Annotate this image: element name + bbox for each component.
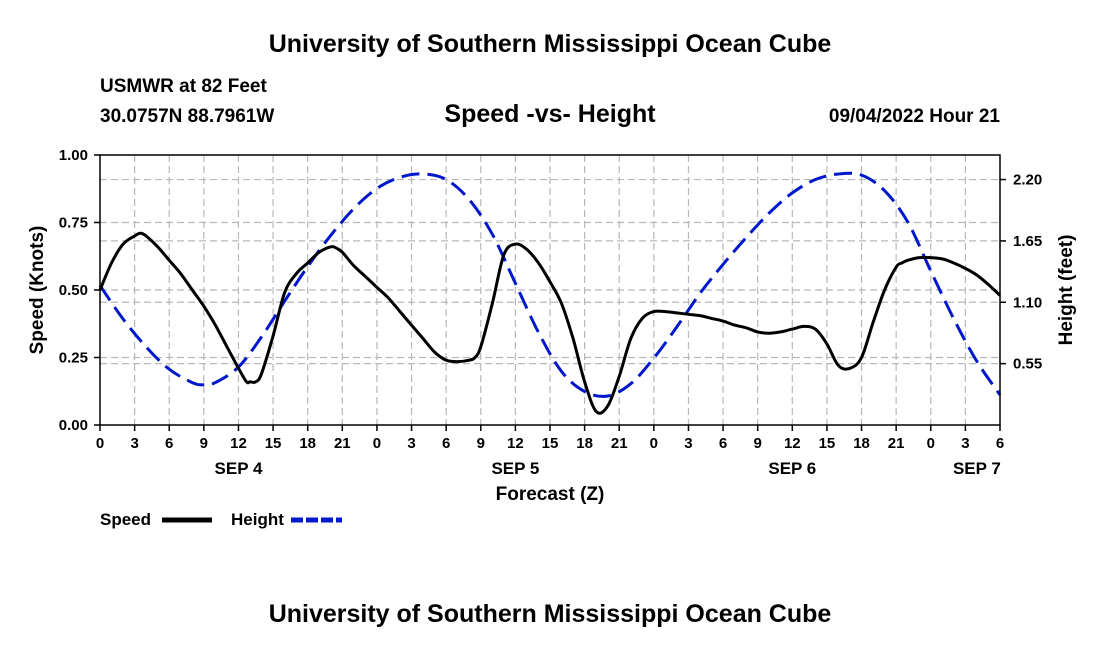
day-label: SEP 5	[491, 459, 539, 478]
x-tick-label: 0	[650, 435, 658, 452]
x-tick-label: 18	[853, 435, 870, 452]
x-tick-label: 9	[754, 435, 762, 452]
y-tick-label: 0.75	[59, 215, 88, 232]
y2-tick-label: 1.10	[1013, 294, 1042, 311]
x-tick-label: 15	[265, 435, 282, 452]
y2-tick-label: 2.20	[1013, 172, 1042, 189]
x-tick-label: 0	[927, 435, 935, 452]
legend-height-label: Height	[231, 510, 284, 529]
x-tick-label: 3	[684, 435, 692, 452]
x-tick-label: 21	[334, 435, 351, 452]
x-tick-label: 6	[442, 435, 450, 452]
grid	[100, 155, 1000, 425]
x-tick-label: 6	[165, 435, 173, 452]
legend-speed-label: Speed	[100, 510, 151, 529]
y-tick-label: 0.00	[59, 417, 88, 434]
x-tick-label: 9	[200, 435, 208, 452]
x-tick-label: 3	[407, 435, 415, 452]
legend: Speed Height	[100, 510, 342, 529]
x-tick-label: 3	[130, 435, 138, 452]
x-tick-label: 6	[996, 435, 1004, 452]
x-tick-label: 9	[477, 435, 485, 452]
y2-tick-label: 0.55	[1013, 356, 1042, 373]
speed-series-line	[98, 231, 1002, 415]
station-label: USMWR at 82 Feet	[100, 76, 267, 97]
y-tick-label: 1.00	[59, 147, 88, 164]
page-title: University of Southern Mississippi Ocean…	[268, 30, 832, 58]
x-tick-label: 12	[784, 435, 801, 452]
footer-title: University of Southern Mississippi Ocean…	[268, 600, 832, 628]
x-tick-label: 12	[230, 435, 247, 452]
x-tick-label: 6	[719, 435, 727, 452]
day-label: SEP 4	[215, 459, 263, 478]
x-tick-label: 12	[507, 435, 524, 452]
x-tick-label: 0	[373, 435, 381, 452]
x-tick-label: 21	[888, 435, 905, 452]
day-label: SEP 7	[953, 459, 1001, 478]
y2-axis-label: Height (feet)	[1056, 235, 1077, 346]
x-tick-label: 3	[961, 435, 969, 452]
series-layer	[98, 171, 1002, 415]
height-series-line	[98, 171, 1002, 398]
y-axis-label: Speed (Knots)	[27, 226, 48, 355]
tick-labels: 0 3 6 9 12 15 18 21 0 3 6 9 12 15 18 21 0 3 6 9 12 15 18 21 0 3 6 0…	[59, 147, 1042, 478]
x-axis-label: Forecast (Z)	[496, 484, 605, 505]
x-tick-label: 0	[96, 435, 104, 452]
x-tick-label: 15	[542, 435, 559, 452]
x-tick-label: 18	[299, 435, 316, 452]
x-tick-label: 21	[611, 435, 628, 452]
x-tick-label: 15	[819, 435, 836, 452]
chart-title: Speed -vs- Height	[444, 100, 656, 128]
speed-height-chart: 0 3 6 9 12 15 18 21 0 3 6 9 12 15 18 21 0 3 6 9 12 15 18 21 0 3 6 0…	[27, 147, 1077, 529]
x-tick-label: 18	[576, 435, 593, 452]
station-coordinates: 30.0757N 88.7961W	[100, 106, 275, 127]
day-label: SEP 6	[768, 459, 816, 478]
forecast-datetime: 09/04/2022 Hour 21	[828, 106, 1000, 127]
y2-tick-label: 1.65	[1013, 233, 1042, 250]
y-tick-label: 0.25	[59, 350, 88, 367]
y-tick-label: 0.50	[59, 282, 88, 299]
